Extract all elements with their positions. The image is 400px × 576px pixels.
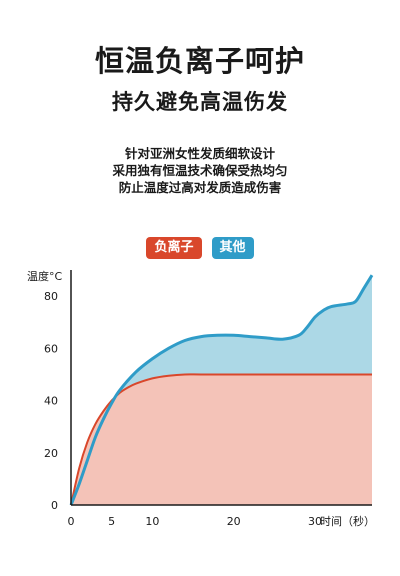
x-tick-label: 0 [68, 515, 75, 528]
series-line-negative-ion [70, 373, 372, 506]
y-tick-label: 20 [44, 447, 58, 460]
legend-item-other: 其他 [211, 237, 254, 259]
description: 针对亚洲女性发质细软设计 采用独有恒温技术确保受热均匀 防止温度过高对发质造成伤… [0, 145, 400, 196]
page-title: 恒温负离子呵护 [94, 44, 305, 78]
y-tick-label: 60 [44, 342, 58, 355]
x-tick-label: 10 [145, 515, 159, 528]
series-line-other [69, 274, 374, 506]
legend-item-negative-ion: 负离子 [146, 237, 202, 259]
x-tick-label: 5 [108, 515, 115, 528]
y-axis-label: 温度°C [27, 269, 62, 283]
y-tick-label: 80 [44, 290, 58, 303]
x-axis-label: 时间（秒） [320, 514, 375, 528]
y-tick-label: 0 [51, 499, 58, 512]
series-area-negative-ion [71, 374, 372, 505]
chart-legend: 负离子 其他 [0, 237, 400, 259]
page-subtitle: 持久避免高温伤发 [112, 90, 288, 114]
x-tick-label: 20 [227, 515, 241, 528]
description-line: 针对亚洲女性发质细软设计 [124, 146, 275, 161]
y-tick-label: 40 [44, 395, 58, 408]
description-line: 采用独有恒温技术确保受热均匀 [112, 163, 288, 178]
x-tick-label: 30 [308, 515, 322, 528]
description-line: 防止温度过高对发质造成伤害 [118, 180, 282, 195]
